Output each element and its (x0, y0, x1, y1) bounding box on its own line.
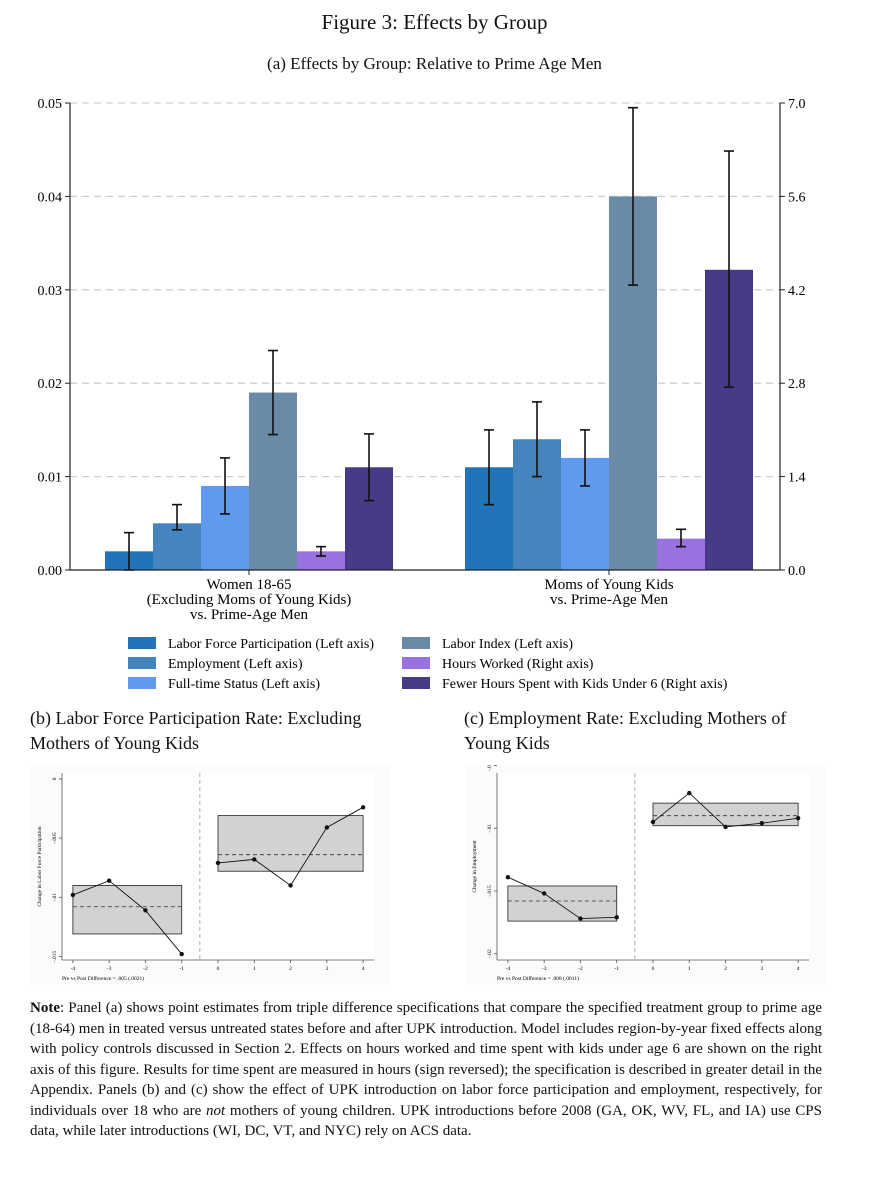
x-tick-label: 3 (760, 966, 763, 972)
data-point (360, 805, 366, 810)
x-tick-label: 2 (289, 966, 292, 972)
x-tick-label: -1 (179, 966, 184, 972)
x-axis-note: Pre vs Post Difference = .008 (.0011) (497, 975, 579, 982)
data-point (687, 790, 692, 796)
legend-label: Hours Worked (Right axis) (442, 657, 594, 672)
bar-chart-panel-a: 0.00 0.01 0.02 0.03 0.04 0.05 0.0 1.4 2.8 4.2 5.6 7… (38, 97, 806, 692)
right-tick-label: 7.0 (788, 97, 806, 112)
y-tick-label: -.02 (487, 949, 493, 958)
event-study-panel-c: -.005 -.01 -.015 -.02 -4 -3 -2 -1 0 1 2 3 4 Change in… (465, 765, 825, 985)
figure-title: Figure 3: Effects by Group (321, 10, 548, 34)
x-tick-label: -3 (542, 966, 547, 972)
x-tick-label: 2 (724, 966, 727, 972)
bar (297, 551, 345, 570)
y-tick-label: -.005 (52, 832, 58, 844)
data-point (179, 951, 184, 957)
data-point (252, 857, 257, 862)
data-point (578, 916, 583, 921)
x-tick-label: -4 (506, 966, 511, 972)
legend-label: Labor Index (Left axis) (442, 637, 573, 652)
y-tick-label: -.01 (52, 893, 58, 902)
legend-swatch (402, 677, 430, 689)
legend-label: Fewer Hours Spent with Kids Under 6 (Rig… (442, 677, 728, 692)
category-label: (Excluding Moms of Young Kids) (147, 592, 352, 608)
legend-label: Employment (Left axis) (168, 657, 303, 672)
left-tick-label: 0.01 (38, 471, 63, 486)
event-study-panel-b: 0 -.005 -.01 -.015 -4 -3 -2 -1 0 1 2 3 4 Change in La… (30, 765, 390, 985)
series-line (72, 880, 183, 955)
ci-band (72, 885, 183, 935)
bar (153, 523, 201, 570)
x-axis-note: Pre vs Post Difference = .005 (.0021) (62, 975, 144, 982)
left-tick-label: 0.05 (38, 97, 63, 112)
right-tick-label: 4.2 (788, 284, 806, 299)
data-point (614, 915, 619, 920)
legend-swatch (128, 637, 156, 649)
x-tick-label: 1 (688, 966, 691, 972)
x-tick-label: 4 (362, 966, 365, 972)
panel-a-title: (a) Effects by Group: Relative to Prime … (267, 54, 602, 73)
note-text-1: : Panel (a) shows point estimates from t… (30, 1000, 822, 1119)
y-tick-label: -.005 (487, 765, 493, 771)
x-tick-label: 0 (652, 966, 655, 972)
data-point (143, 908, 148, 913)
legend-swatch (128, 657, 156, 669)
y-axis-title: Change in Employment (472, 840, 478, 893)
left-tick-label: 0.00 (38, 564, 63, 579)
category-label: Women 18-65 (206, 577, 291, 593)
legend-label: Labor Force Participation (Left axis) (168, 637, 374, 652)
x-tick-label: 4 (797, 966, 800, 972)
data-point (106, 878, 112, 883)
right-tick-label: 5.6 (788, 190, 806, 205)
ci-band (652, 802, 799, 827)
left-tick-label: 0.03 (38, 284, 63, 299)
legend-swatch (402, 637, 430, 649)
panel-c-title: (c) Employment Rate: Excluding Mothers o… (464, 708, 787, 753)
legend-swatch (402, 657, 430, 669)
y-tick-label: 0 (52, 777, 58, 780)
legend-swatch (128, 677, 156, 689)
x-tick-label: -1 (614, 966, 619, 972)
data-point (723, 824, 728, 830)
data-point (288, 883, 293, 888)
y-tick-label: -.015 (52, 950, 58, 962)
x-tick-label: -2 (578, 966, 583, 972)
data-point (215, 860, 221, 866)
note-text-2: mothers of young children. UPK introduct… (30, 1102, 822, 1140)
right-tick-label: 2.8 (788, 377, 806, 392)
data-point (650, 819, 656, 825)
figure-note: Note: Panel (a) shows point estimates fr… (30, 998, 822, 1142)
plot-area (497, 773, 809, 960)
category-label: vs. Prime-Age Men (550, 592, 668, 608)
note-label: Note (30, 1000, 60, 1016)
note-emphasis: not (206, 1102, 226, 1119)
panel-b-title: (b) Labor Force Participation Rate: Excl… (30, 708, 362, 753)
left-tick-label: 0.02 (38, 377, 63, 392)
x-tick-label: 0 (217, 966, 220, 972)
series-line (507, 876, 617, 920)
ci-band (217, 815, 364, 872)
right-tick-label: 0.0 (788, 564, 806, 579)
data-point (70, 892, 76, 898)
category-label: vs. Prime-Age Men (190, 607, 308, 623)
category-label: Moms of Young Kids (544, 577, 673, 593)
x-tick-label: -2 (143, 966, 148, 972)
data-point (795, 815, 801, 821)
data-point (541, 891, 547, 896)
x-tick-label: 3 (325, 966, 328, 972)
y-axis-title: Change in Labor Force Participation (37, 826, 43, 907)
data-point (759, 821, 765, 826)
y-tick-label: -.01 (487, 824, 493, 833)
x-tick-label: 1 (253, 966, 256, 972)
ci-band (507, 885, 618, 922)
x-tick-label: -4 (71, 966, 76, 972)
right-tick-label: 1.4 (788, 471, 806, 486)
data-point (505, 874, 511, 880)
data-point (324, 825, 330, 830)
y-tick-label: -.015 (487, 885, 493, 897)
x-tick-label: -3 (107, 966, 112, 972)
left-tick-label: 0.04 (38, 190, 63, 205)
legend-label: Full-time Status (Left axis) (168, 677, 320, 692)
